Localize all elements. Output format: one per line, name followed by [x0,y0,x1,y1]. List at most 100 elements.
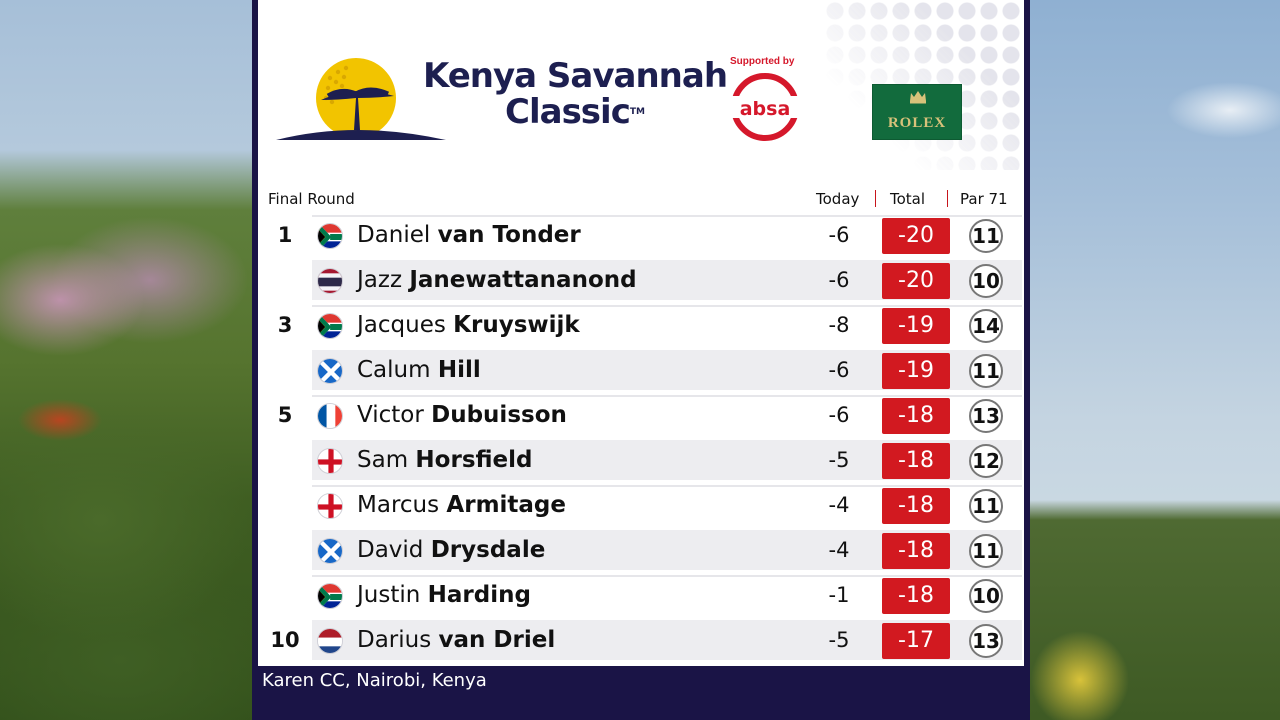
sponsor-name: absa [740,98,791,120]
holes-thru-badge: 11 [969,489,1003,523]
background-scenery-right [1030,0,1280,720]
player-name: David Drysdale [357,537,545,563]
player-name: Calum Hill [357,357,481,383]
position: 5 [277,403,293,427]
event-title-line2: Classic [505,92,631,132]
player-first-name: Jazz [357,267,403,293]
holes-thru-badge: 11 [969,534,1003,568]
event-title-line2-wrap: ClassicTM [410,94,740,130]
supported-by-label: Supported by [730,56,795,67]
event-title-line1: Kenya Savannah [422,56,728,96]
player-name: Justin Harding [357,582,531,608]
trademark-mark: TM [629,107,645,117]
column-divider [947,190,948,207]
holes-thru-badge: 13 [969,624,1003,658]
england-flag-icon [317,448,343,474]
today-score: -6 [828,358,850,382]
player-first-name: Marcus [357,492,440,518]
leaderboard-card: Kenya Savannah ClassicTM Supported by ab… [258,0,1024,666]
player-last-name: Dubuisson [431,402,567,428]
holes-thru-badge: 13 [969,399,1003,433]
player-name: Jazz Janewattananond [357,267,637,293]
round-label: Final Round [268,190,355,208]
today-column-header: Today [816,190,860,208]
player-name: Sam Horsfield [357,447,533,473]
background-scenery-left [0,0,252,720]
total-score-badge: -19 [882,308,950,344]
total-score-badge: -18 [882,443,950,479]
player-last-name: Hill [437,357,481,383]
leaderboard-row: Calum Hill -6 -19 11 [258,348,1024,393]
total-score-badge: -18 [882,488,950,524]
leaderboard-row: 5 Victor Dubuisson -6 -18 13 [258,393,1024,438]
south-africa-flag-icon [317,313,343,339]
player-first-name: Jacques [357,312,446,338]
player-last-name: Drysdale [430,537,546,563]
leaderboard-row: Sam Horsfield -5 -18 12 [258,438,1024,483]
player-first-name: Daniel [357,222,431,248]
venue-label: Karen CC, Nairobi, Kenya [262,670,487,691]
event-title: Kenya Savannah ClassicTM [410,58,740,130]
player-name: Victor Dubuisson [357,402,567,428]
total-score-badge: -20 [882,263,950,299]
player-name: Darius van Driel [357,627,555,653]
holes-thru-badge: 10 [969,264,1003,298]
rolex-wordmark: ROLEX [887,115,947,131]
column-header: Final Round Today Total Par 71 [258,188,1024,210]
player-last-name: Armitage [446,492,566,518]
leaderboard-row: 10 Darius van Driel -5 -17 13 [258,618,1024,663]
absa-logo-icon: absa [730,73,800,141]
leaderboard-row: 1 Daniel van Tonder -6 -20 11 [258,213,1024,258]
player-name: Jacques Kruyswijk [357,312,580,338]
player-first-name: Justin [357,582,421,608]
leaderboard-row: Jazz Janewattananond -6 -20 10 [258,258,1024,303]
leaderboard-panel: Kenya Savannah ClassicTM Supported by ab… [252,0,1030,720]
position: 3 [277,313,293,337]
player-name: Marcus Armitage [357,492,566,518]
total-score-badge: -18 [882,578,950,614]
player-last-name: Horsfield [415,447,533,473]
player-first-name: Calum [357,357,431,383]
position: 10 [270,628,300,652]
south-africa-flag-icon [317,583,343,609]
holes-thru-badge: 14 [969,309,1003,343]
rolex-logo: ROLEX [872,84,962,140]
total-column-header: Total [890,190,926,208]
player-first-name: Darius [357,627,432,653]
scotland-flag-icon [317,538,343,564]
england-flag-icon [317,493,343,519]
player-last-name: van Tonder [437,222,581,248]
holes-thru-badge: 10 [969,579,1003,613]
position: 1 [277,223,293,247]
total-score-badge: -19 [882,353,950,389]
total-score-badge: -17 [882,623,950,659]
thailand-flag-icon [317,268,343,294]
total-score-badge: -20 [882,218,950,254]
netherlands-flag-icon [317,628,343,654]
player-first-name: Victor [357,402,424,428]
player-last-name: Kruyswijk [453,312,580,338]
crown-icon [910,91,926,104]
holes-thru-badge: 12 [969,444,1003,478]
today-score: -5 [828,448,850,472]
player-first-name: David [357,537,424,563]
leaderboard-row: 3 Jacques Kruyswijk -8 -19 14 [258,303,1024,348]
leaderboard-row: Marcus Armitage -4 -18 11 [258,483,1024,528]
player-name: Daniel van Tonder [357,222,581,248]
today-score: -5 [828,628,850,652]
today-score: -8 [828,313,850,337]
scotland-flag-icon [317,358,343,384]
holes-thru-badge: 11 [969,354,1003,388]
leaderboard-row: Justin Harding -1 -18 10 [258,573,1024,618]
today-score: -4 [828,493,850,517]
today-score: -6 [828,403,850,427]
par-column-header: Par 71 [960,190,1008,208]
player-last-name: Janewattananond [409,267,637,293]
today-score: -1 [828,583,850,607]
player-first-name: Sam [357,447,409,473]
leaderboard-rows: 1 Daniel van Tonder -6 -20 11 Jazz Janewattan… [258,213,1024,663]
total-score-badge: -18 [882,398,950,434]
player-last-name: Harding [427,582,531,608]
column-divider [875,190,876,207]
leaderboard-row: David Drysdale -4 -18 11 [258,528,1024,573]
